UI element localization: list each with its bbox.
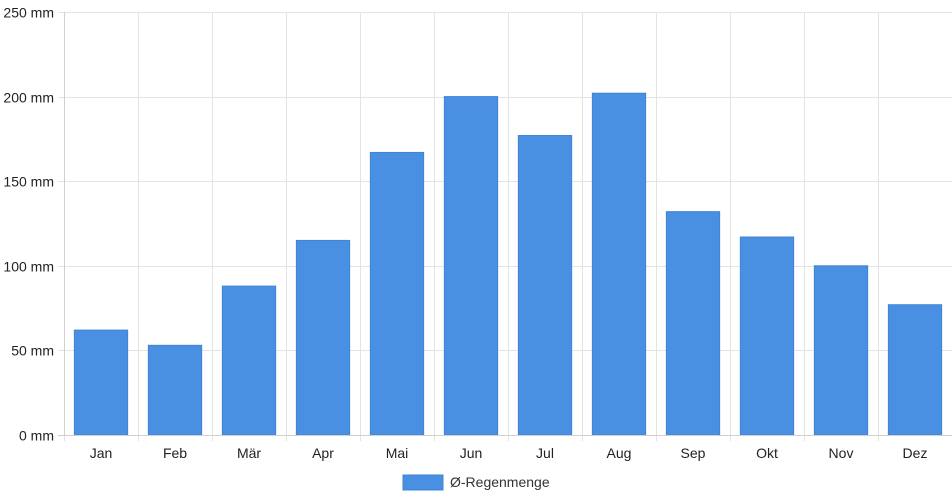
axis-layer <box>58 12 952 436</box>
y-tick-label: 0 mm <box>19 428 54 444</box>
bar-jun[interactable] <box>443 96 499 436</box>
x-tick-label: Jan <box>90 445 113 461</box>
y-tick-label: 250 mm <box>3 5 54 21</box>
x-tick-label: Mai <box>386 445 409 461</box>
x-tick-label: Dez <box>903 445 928 461</box>
x-tick-label: Aug <box>607 445 632 461</box>
y-tick-label: 150 mm <box>3 174 54 190</box>
x-tick-label: Okt <box>756 445 778 461</box>
x-tick-label: Jul <box>536 445 554 461</box>
legend[interactable]: Ø-Regenmenge <box>402 474 550 491</box>
bar-okt[interactable] <box>739 236 795 436</box>
bar-feb[interactable] <box>147 344 203 436</box>
bar-nov[interactable] <box>813 265 869 436</box>
y-tick-label: 100 mm <box>3 259 54 275</box>
legend-swatch[interactable] <box>402 474 444 491</box>
bar-layer <box>73 92 943 436</box>
bar-mär[interactable] <box>221 285 277 436</box>
x-tick-label: Feb <box>163 445 187 461</box>
tick-label-layer: 0 mm 50 mm 100 mm 150 mm 200 mm 250 mm Jan Feb M… <box>3 5 927 462</box>
legend-label[interactable]: Ø-Regenmenge <box>450 474 550 490</box>
x-tick-label: Mär <box>237 445 261 461</box>
y-tick-label: 50 mm <box>11 343 54 359</box>
bar-dez[interactable] <box>887 304 943 436</box>
bar-apr[interactable] <box>295 239 351 436</box>
bar-sep[interactable] <box>665 211 721 436</box>
bar-mai[interactable] <box>369 151 425 436</box>
x-tick-label: Apr <box>312 445 334 461</box>
x-tick-label: Jun <box>460 445 483 461</box>
bar-jan[interactable] <box>73 329 129 436</box>
y-tick-label: 200 mm <box>3 90 54 106</box>
bar-jul[interactable] <box>517 135 573 436</box>
x-tick-label: Nov <box>829 445 854 461</box>
bar-aug[interactable] <box>591 92 647 436</box>
x-tick-label: Sep <box>681 445 706 461</box>
grid-layer <box>58 12 952 441</box>
